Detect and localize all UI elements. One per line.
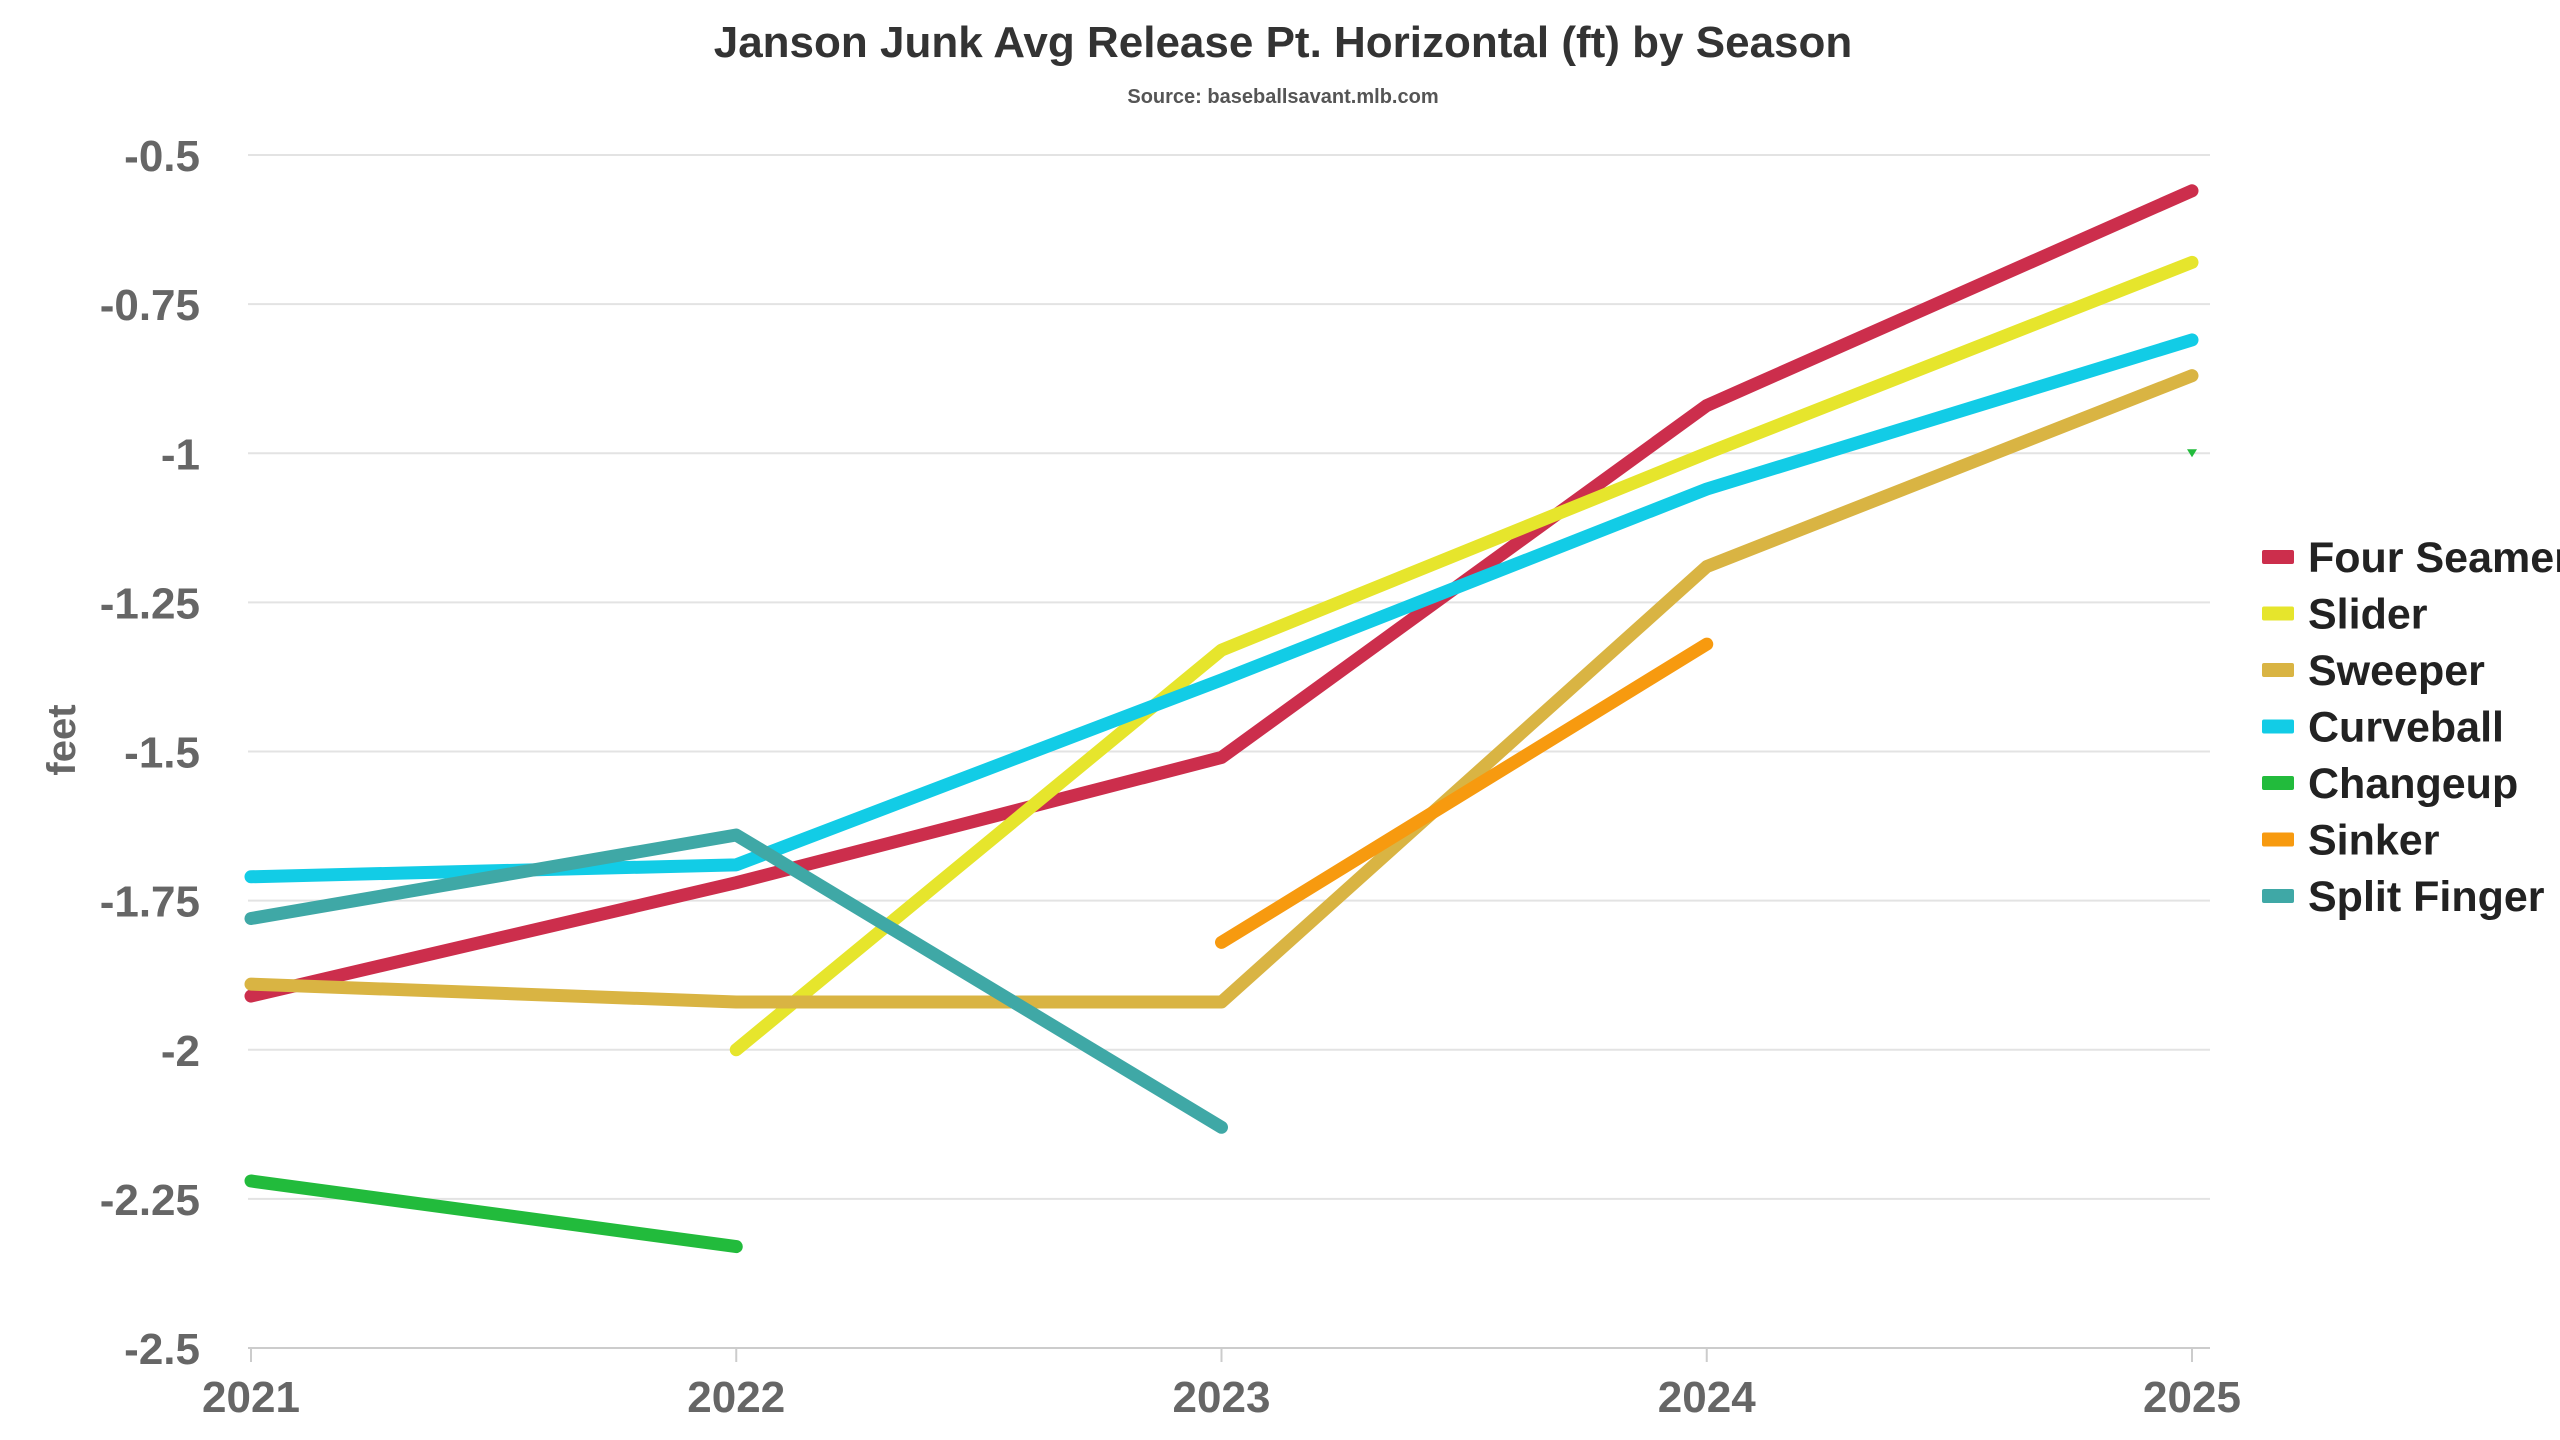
y-tick-label: -0.5: [124, 132, 200, 181]
y-axis-title: feet: [40, 704, 84, 775]
series-line-slider: [729, 255, 2199, 1057]
legend-item-four-seamer[interactable]: Four Seamer: [2262, 534, 2560, 582]
series-point-changeup: [2187, 449, 2197, 458]
series-line-split-finger: [244, 828, 1228, 1134]
x-tick-label: 2024: [1658, 1373, 1756, 1422]
series-line-curveball: [244, 333, 2199, 884]
y-tick-label: -2.25: [100, 1176, 200, 1225]
y-tick-label: -0.75: [100, 281, 200, 330]
legend-swatch: [2262, 663, 2294, 677]
y-tick-label: -2.5: [124, 1325, 200, 1374]
legend-swatch: [2262, 832, 2294, 847]
x-tick-label: 2022: [687, 1373, 785, 1422]
y-tick-label: -1.25: [100, 579, 200, 628]
legend-item-slider[interactable]: Slider: [2262, 591, 2428, 639]
y-tick-label: -1.5: [124, 729, 200, 778]
legend-label: Sinker: [2308, 817, 2440, 865]
legend-label: Changeup: [2308, 760, 2518, 808]
y-axis-tick-labels: -0.5 -0.75 -1 -1.25 -1.5 -1.75 -2 -2.25 -2.5: [100, 132, 200, 1374]
legend-swatch: [2262, 606, 2294, 621]
chart-title: Janson Junk Avg Release Pt. Horizontal (…: [714, 18, 1853, 67]
legend-label: Four Seamer: [2308, 534, 2560, 582]
legend-label: Split Finger: [2308, 873, 2545, 921]
x-tick-label: 2023: [1173, 1373, 1271, 1422]
x-tick-label: 2021: [202, 1373, 300, 1422]
y-tick-label: -1.75: [100, 878, 200, 927]
chart-subtitle: Source: baseballsavant.mlb.com: [1127, 86, 1438, 108]
x-axis-tick-labels: 2021 2022 2023 2024 2025: [202, 1373, 2241, 1422]
series-line-changeup: [244, 1174, 743, 1254]
legend-label: Sweeper: [2308, 647, 2485, 695]
legend-swatch: [2262, 776, 2294, 790]
series-line-sinker: [1215, 637, 1714, 949]
legend-swatch: [2262, 550, 2294, 564]
x-axis: [248, 1347, 2210, 1362]
legend: Four Seamer Slider Sweeper Curveball Changeu…: [2262, 534, 2560, 921]
legend-label: Curveball: [2308, 704, 2504, 752]
legend-item-curveball[interactable]: Curveball: [2262, 704, 2504, 752]
legend-item-split-finger[interactable]: Split Finger: [2262, 873, 2545, 921]
series-lines: [244, 184, 2199, 1254]
y-tick-label: -2: [161, 1027, 200, 1076]
y-tick-label: -1: [161, 430, 200, 479]
legend-item-changeup[interactable]: Changeup: [2262, 760, 2518, 808]
legend-swatch: [2262, 719, 2294, 734]
series-line-sweeper: [244, 369, 2199, 1009]
legend-swatch: [2262, 889, 2294, 903]
legend-item-sweeper[interactable]: Sweeper: [2262, 647, 2485, 695]
legend-label: Slider: [2308, 591, 2428, 639]
series-line-four-seamer: [244, 184, 2199, 1003]
legend-item-sinker[interactable]: Sinker: [2262, 817, 2440, 865]
x-tick-label: 2025: [2143, 1373, 2241, 1422]
